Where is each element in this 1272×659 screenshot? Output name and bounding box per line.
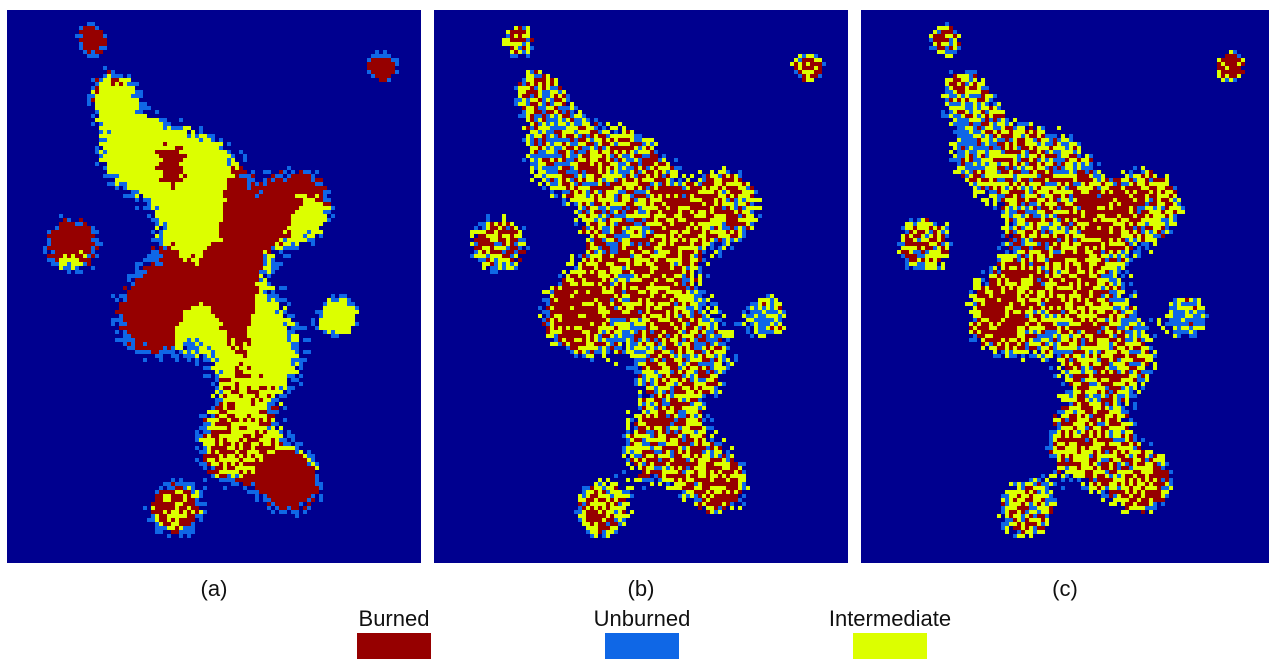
legend-swatch xyxy=(357,633,431,659)
panel-label: (a) xyxy=(201,576,228,601)
panel-label: (c) xyxy=(1052,576,1078,601)
legend-swatch xyxy=(605,633,679,659)
legend-label: Intermediate xyxy=(829,606,951,631)
figure: (a) (b) (c) Burned Unburned Intermediate xyxy=(0,0,1272,659)
maps xyxy=(7,10,1269,563)
panel-label: (b) xyxy=(628,576,655,601)
legend-label: Unburned xyxy=(594,606,691,631)
legend-swatch xyxy=(853,633,927,659)
legend-label: Burned xyxy=(359,606,430,631)
